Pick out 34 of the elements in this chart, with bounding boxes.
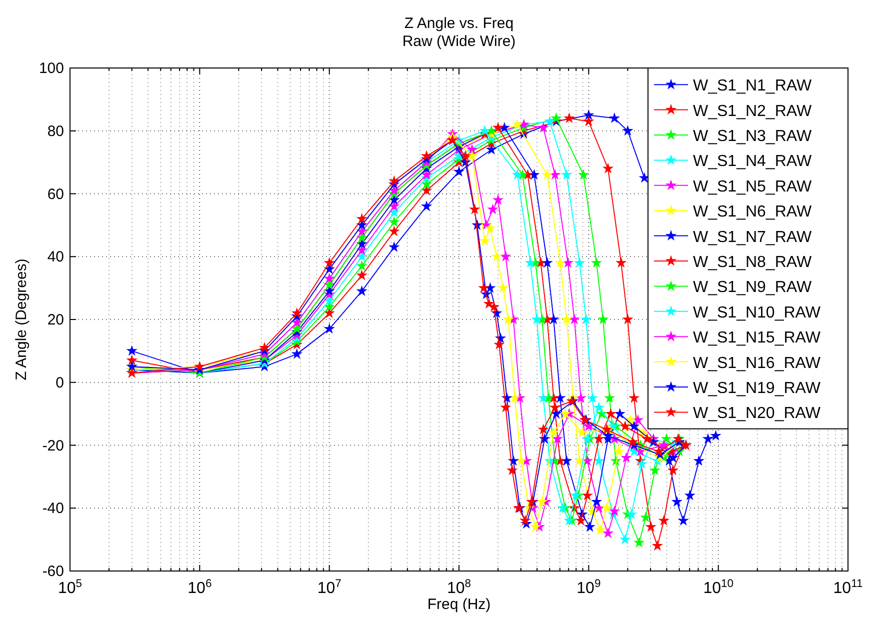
legend-label: W_S1_N2_RAW <box>693 102 812 120</box>
legend-label: W_S1_N5_RAW <box>693 178 812 196</box>
y-tick-label: 40 <box>47 248 64 266</box>
x-tick-label: 10$^{10}$ <box>703 578 734 597</box>
x-axis-title: Freq (Hz) <box>427 596 491 613</box>
x-tick-label: 10$^{9}$ <box>576 578 601 597</box>
x-tick-label: 10$^{11}$ <box>833 578 863 597</box>
legend-label: W_S1_N16_RAW <box>693 354 822 372</box>
chart-title: Z Angle vs. Freq <box>404 15 514 32</box>
x-tick-label: 10$^{8}$ <box>446 578 472 597</box>
x-tick-label: 10$^{6}$ <box>188 578 212 597</box>
y-axis-title: Z Angle (Degrees) <box>13 258 30 380</box>
y-tick-label: -40 <box>42 500 64 518</box>
legend-label: W_S1_N3_RAW <box>693 128 812 145</box>
legend-label: W_S1_N1_RAW <box>693 78 812 95</box>
x-tick-label: 10$^{5}$ <box>58 578 82 597</box>
legend-label: W_S1_N9_RAW <box>693 279 812 296</box>
chart-subtitle: Raw (Wide Wire) <box>402 33 516 50</box>
legend-label: W_S1_N19_RAW <box>693 380 822 397</box>
y-tick-label: 80 <box>47 122 64 140</box>
legend-label: W_S1_N7_RAW <box>693 228 812 246</box>
x-tick-label: 10$^{7}$ <box>317 578 342 597</box>
legend-label: W_S1_N6_RAW <box>693 204 812 221</box>
y-tick-label: 0 <box>56 374 64 392</box>
legend-label: W_S1_N20_RAW <box>693 405 822 422</box>
legend-label: W_S1_N8_RAW <box>693 254 812 271</box>
y-tick-label: 100 <box>38 60 64 77</box>
legend-label: W_S1_N4_RAW <box>693 153 812 170</box>
y-tick-label: -60 <box>42 563 64 580</box>
legend-label: W_S1_N15_RAW <box>693 330 822 347</box>
y-tick-label: 60 <box>47 186 64 203</box>
y-tick-label: -20 <box>42 437 64 454</box>
y-tick-label: 20 <box>47 312 64 328</box>
legend-label: W_S1_N10_RAW <box>693 304 822 322</box>
